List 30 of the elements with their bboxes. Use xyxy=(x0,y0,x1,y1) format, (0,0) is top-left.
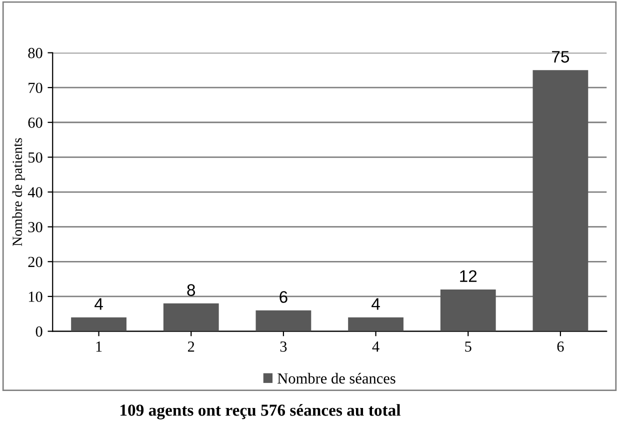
data-label: 4 xyxy=(94,298,103,310)
bar xyxy=(163,303,219,332)
bar xyxy=(532,70,588,332)
legend-label: Nombre de séances xyxy=(278,372,396,384)
bar xyxy=(256,310,312,332)
y-tick-label: 10 xyxy=(28,292,42,302)
x-tick-label: 3 xyxy=(280,341,287,352)
y-tick-label: 30 xyxy=(28,222,42,232)
bar xyxy=(440,289,496,332)
x-tick-label: 4 xyxy=(372,342,380,352)
y-tick-label: 80 xyxy=(28,48,42,58)
y-tick-label: 20 xyxy=(28,256,42,268)
bar xyxy=(348,317,404,332)
bar xyxy=(71,317,126,332)
data-label: 8 xyxy=(187,284,196,296)
y-tick-label: 0 xyxy=(36,326,42,337)
data-label: 4 xyxy=(372,298,380,310)
data-label: 12 xyxy=(460,270,477,282)
x-tick-label: 2 xyxy=(188,341,194,352)
data-label: 75 xyxy=(552,51,570,63)
x-tick-label: 5 xyxy=(465,342,472,352)
y-tick-label: 70 xyxy=(28,82,42,94)
x-tick-label: 1 xyxy=(96,342,102,352)
text: 109 agents ont reçu 576 séances au total xyxy=(120,404,401,420)
x-tick-label: 6 xyxy=(557,341,564,352)
y-axis-title: Nombre de patients xyxy=(12,138,25,246)
y-tick-label: 50 xyxy=(28,152,42,163)
y-tick-label: 60 xyxy=(28,118,42,128)
y-tick-label: 40 xyxy=(28,187,42,198)
data-label: 6 xyxy=(280,291,288,303)
